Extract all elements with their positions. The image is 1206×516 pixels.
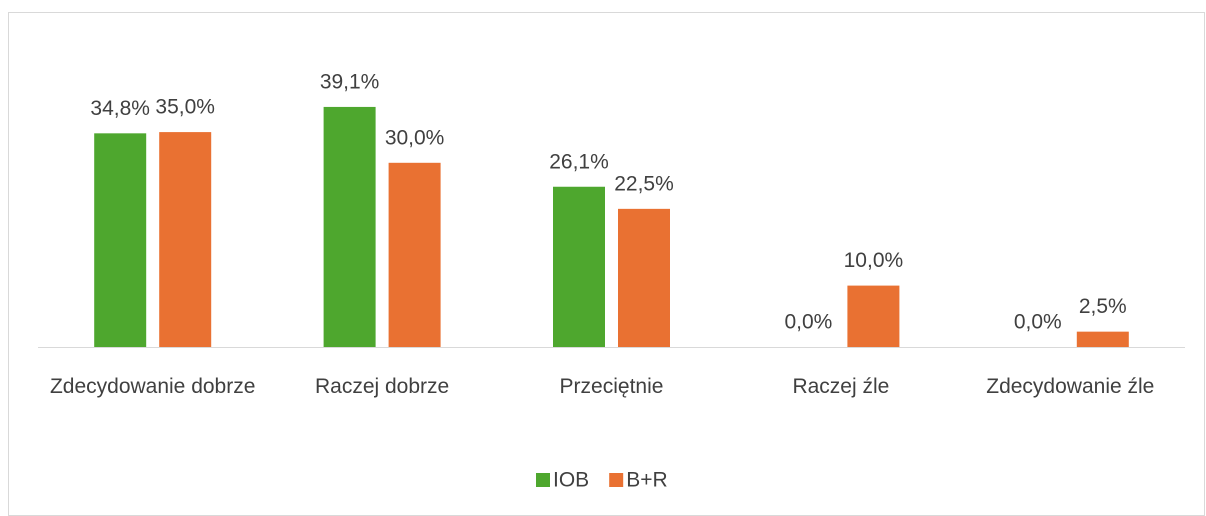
x-tick-label: Zdecydowanie dobrze xyxy=(49,375,256,398)
x-tick-label: Raczej źle xyxy=(792,375,890,398)
legend-swatch xyxy=(609,473,624,487)
data-label: 30,0% xyxy=(385,126,445,149)
legend-swatch xyxy=(536,473,550,487)
data-label: 34,8% xyxy=(90,97,150,120)
bar xyxy=(553,186,605,347)
x-tick-label: Zdecydowanie źle xyxy=(986,375,1155,398)
legend-label: B+R xyxy=(626,469,667,492)
bar xyxy=(847,285,900,347)
bar xyxy=(1076,331,1129,347)
x-tick-label: Raczej dobrze xyxy=(314,375,450,398)
data-label: 2,5% xyxy=(1079,295,1127,318)
data-label: 10,0% xyxy=(844,249,904,272)
data-label: 35,0% xyxy=(155,96,215,119)
bar xyxy=(159,132,212,347)
bar xyxy=(618,208,670,347)
bar xyxy=(94,133,147,347)
data-label: 0,0% xyxy=(784,311,832,334)
legend-label: IOB xyxy=(553,469,589,492)
data-label: 26,1% xyxy=(549,150,609,173)
data-label: 39,1% xyxy=(320,70,380,93)
bar xyxy=(323,106,376,348)
bar xyxy=(388,162,441,347)
data-label: 0,0% xyxy=(1014,311,1062,334)
x-tick-label: Przeciętnie xyxy=(559,375,664,398)
data-label: 22,5% xyxy=(614,172,674,195)
